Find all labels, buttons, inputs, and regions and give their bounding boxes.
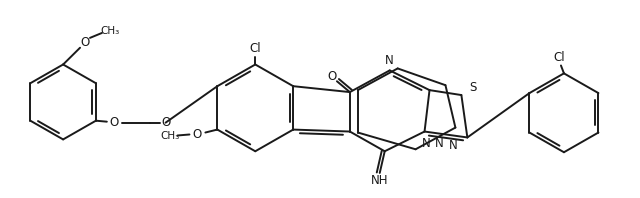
Text: Cl: Cl xyxy=(553,51,564,64)
Text: CH₃: CH₃ xyxy=(160,131,179,141)
Text: S: S xyxy=(470,81,477,94)
Text: O: O xyxy=(193,128,202,141)
Text: O: O xyxy=(81,36,90,49)
Text: CH₃: CH₃ xyxy=(100,26,120,36)
Text: O: O xyxy=(327,70,337,83)
Text: N: N xyxy=(422,137,431,150)
Text: O: O xyxy=(109,116,118,129)
Text: NH: NH xyxy=(371,174,388,187)
Text: N: N xyxy=(435,137,444,150)
Text: O: O xyxy=(161,116,170,129)
Text: Cl: Cl xyxy=(250,42,261,55)
Text: N: N xyxy=(449,139,458,152)
Text: N: N xyxy=(385,54,394,67)
